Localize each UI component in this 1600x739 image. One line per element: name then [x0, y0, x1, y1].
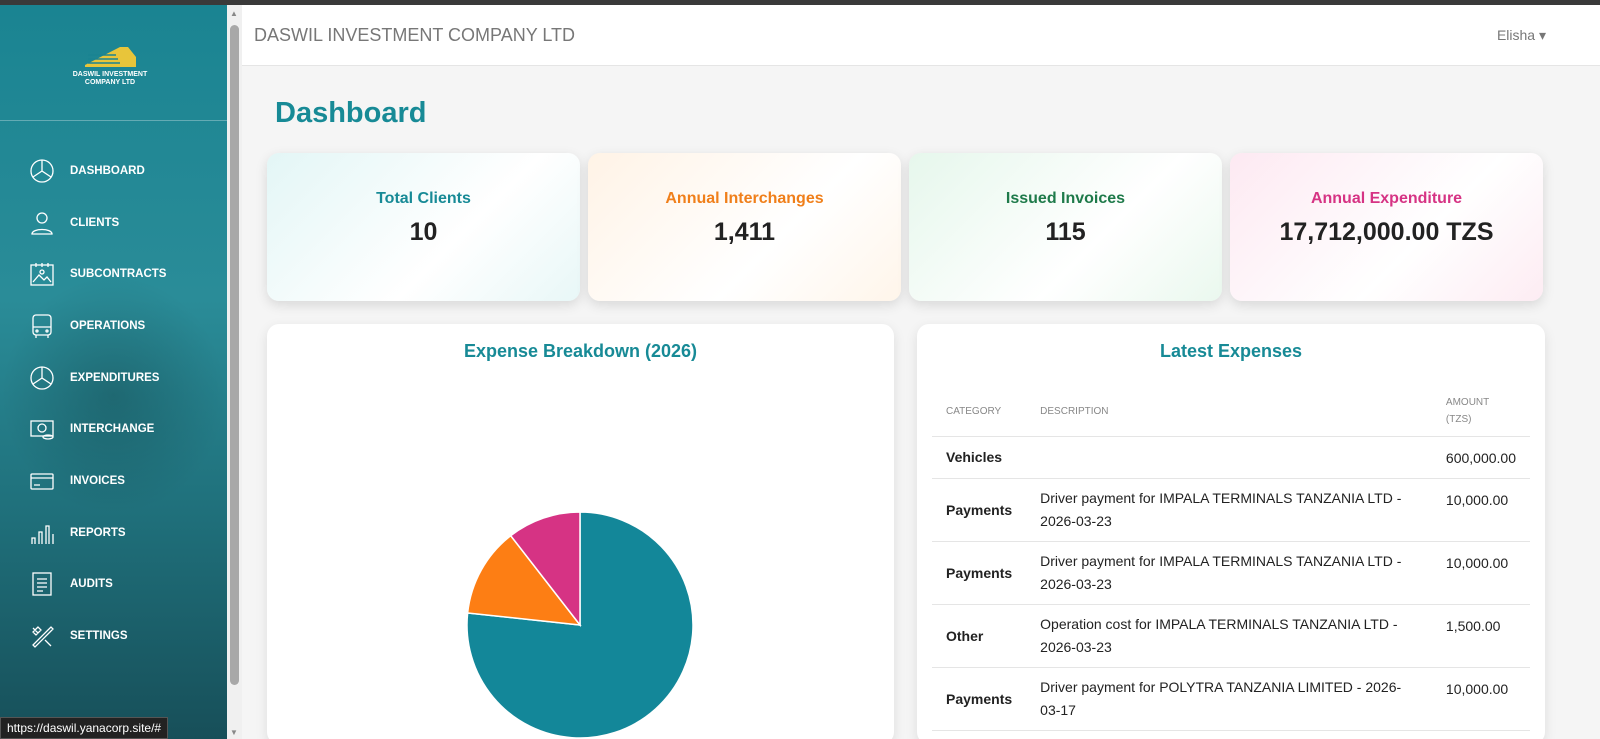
amount-cell: 1,500.00 — [1431, 604, 1530, 668]
table-row: Payments Driver payment for POLYTRA TANZA… — [932, 667, 1530, 731]
description-cell: Operation cost for IMPALA TERMINALS TANZ… — [1026, 604, 1432, 668]
description-cell: Driver payment for IMPALA TERMINALS TANZ… — [1026, 541, 1432, 605]
pie-chart — [466, 511, 694, 739]
stat-card: Annual Expenditure 17,712,000.00 TZS — [1230, 153, 1543, 301]
money-icon — [30, 420, 54, 440]
company-name: DASWIL INVESTMENT COMPANY LTD — [254, 24, 576, 45]
col-description: DESCRIPTION — [1026, 386, 1432, 437]
page-title: Dashboard — [275, 97, 427, 129]
col-amount: AMOUNT (TZS) — [1431, 386, 1530, 437]
chart-title: Expense Breakdown (2026) — [463, 341, 698, 361]
sidebar-item-label: AUDITS — [70, 578, 113, 591]
stat-value: 1,411 — [713, 218, 776, 246]
stat-value: 17,712,000.00 TZS — [1279, 218, 1494, 246]
pie-chart-icon — [30, 159, 54, 183]
stat-card: Annual Interchanges 1,411 — [588, 153, 901, 301]
sidebar-item-label: EXPENDITURES — [70, 371, 160, 384]
expense-breakdown-panel: Expense Breakdown (2026) — [267, 324, 894, 739]
table-row: Other Operation cost for IMPALA TERMINALS… — [932, 604, 1530, 668]
main-content: DASWIL INVESTMENT COMPANY LTD Elisha ▾ D… — [242, 5, 1600, 739]
description-cell: Driver payment for POLYTRA TANZANIA LIMI… — [1026, 667, 1432, 731]
top-header: DASWIL INVESTMENT COMPANY LTD Elisha ▾ — [242, 5, 1600, 66]
sidebar-item-label: INTERCHANGE — [70, 423, 155, 436]
sidebar-item-label: SUBCONTRACTS — [70, 268, 167, 281]
amount-cell: 600,000.00 — [1431, 436, 1530, 479]
pie-chart-icon — [30, 365, 54, 390]
status-bar-url: https://daswil.yanacorp.site/# — [0, 717, 169, 739]
amount-cell: 10,000.00 — [1431, 478, 1530, 542]
stat-label: Annual Interchanges — [665, 190, 824, 207]
stat-card: Total Clients 10 — [267, 153, 580, 301]
category-cell: Vehicles — [932, 436, 1027, 479]
user-icon — [31, 211, 53, 235]
latest-expenses-title: Latest Expenses — [1159, 341, 1303, 361]
sidebar-scrollbar[interactable]: ▲ ▼ — [227, 5, 242, 739]
stat-label: Annual Expenditure — [1310, 190, 1463, 207]
table-row: Payments Driver payment for IMPALA TERMIN… — [932, 541, 1530, 605]
sidebar-item-audits[interactable]: AUDITS — [0, 559, 227, 611]
sidebar-item-label: CLIENTS — [70, 216, 120, 229]
sidebar-item-expenditures[interactable]: EXPENDITURES — [0, 352, 227, 404]
sidebar: DASWIL INVESTMENT COMPANY LTD DASHBOARD CL… — [0, 5, 227, 739]
stat-value: 115 — [1045, 218, 1086, 246]
amount-cell: 10,000.00 — [1431, 541, 1530, 605]
category-cell: Other — [932, 604, 1027, 668]
category-cell: Payments — [932, 667, 1027, 731]
sidebar-item-dashboard[interactable]: DASHBOARD — [0, 145, 227, 197]
card-icon — [30, 473, 54, 490]
sidebar-item-label: REPORTS — [70, 526, 126, 539]
table-row: Vehicles 600,000.00 — [932, 436, 1530, 479]
sidebar-item-clients[interactable]: CLIENTS — [0, 197, 227, 249]
table-row: Payments Driver payment for IMPALA TERMIN… — [932, 478, 1530, 542]
bus-icon — [32, 314, 52, 338]
sidebar-item-label: INVOICES — [70, 474, 125, 487]
calendar-image-icon — [30, 263, 54, 286]
amount-cell: 10,000.00 — [1431, 667, 1530, 731]
description-cell: Driver payment for IMPALA TERMINALS TANZ… — [1026, 478, 1432, 542]
pie-slice-2[interactable] — [509, 511, 581, 628]
user-menu[interactable]: Elisha ▾ — [1496, 26, 1546, 43]
sidebar-item-reports[interactable]: REPORTS — [0, 507, 227, 559]
stat-value: 10 — [409, 218, 438, 246]
stat-label: Total Clients — [376, 190, 471, 207]
sidebar-item-interchange[interactable]: INTERCHANGE — [0, 403, 227, 455]
sidebar-item-operations[interactable]: OPERATIONS — [0, 300, 227, 352]
sidebar-item-label: OPERATIONS — [70, 319, 146, 332]
bar-chart-icon — [31, 525, 54, 544]
sidebar-item-subcontracts[interactable]: SUBCONTRACTS — [0, 248, 227, 300]
latest-expenses-panel: Latest Expenses CATEGORY DESCRIPTION AMO… — [917, 324, 1545, 739]
col-category: CATEGORY — [932, 386, 1027, 437]
pie-slice-1[interactable] — [466, 534, 582, 626]
description-cell — [1026, 436, 1432, 479]
tools-icon — [32, 626, 54, 648]
category-cell: Payments — [932, 541, 1027, 605]
sidebar-divider — [0, 120, 227, 121]
sidebar-item-label: DASHBOARD — [70, 164, 145, 177]
sidebar-item-label: SETTINGS — [70, 630, 128, 643]
category-cell: Payments — [932, 478, 1027, 542]
expenses-table: CATEGORY DESCRIPTION AMOUNT (TZS) Vehicl… — [932, 386, 1530, 731]
stat-label: Issued Invoices — [1005, 190, 1126, 207]
truck-logo-icon — [85, 47, 136, 67]
company-logo[interactable]: DASWIL INVESTMENT COMPANY LTD — [70, 43, 150, 87]
sidebar-item-invoices[interactable]: INVOICES — [0, 455, 227, 507]
sidebar-item-settings[interactable]: SETTINGS — [0, 610, 227, 662]
document-icon — [32, 572, 52, 596]
browser-top-edge — [0, 0, 1600, 5]
stat-card: Issued Invoices 115 — [909, 153, 1222, 301]
